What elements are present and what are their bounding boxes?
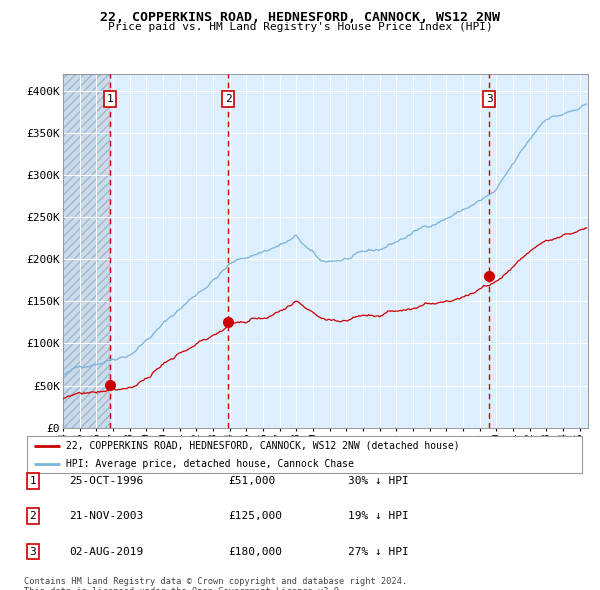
Text: 2: 2 [29,512,37,521]
Bar [63,74,110,428]
Text: 1: 1 [107,94,113,104]
Text: HPI: Average price, detached house, Cannock Chase: HPI: Average price, detached house, Cann… [66,459,354,469]
Text: 2: 2 [225,94,232,104]
Text: Contains HM Land Registry data © Crown copyright and database right 2024.
This d: Contains HM Land Registry data © Crown c… [24,577,407,590]
Text: 1: 1 [29,476,37,486]
Text: 02-AUG-2019: 02-AUG-2019 [69,547,143,556]
Text: £125,000: £125,000 [228,512,282,521]
Text: 21-NOV-2003: 21-NOV-2003 [69,512,143,521]
Text: £180,000: £180,000 [228,547,282,556]
Text: Price paid vs. HM Land Registry's House Price Index (HPI): Price paid vs. HM Land Registry's House … [107,22,493,32]
Text: 27% ↓ HPI: 27% ↓ HPI [348,547,409,556]
Text: 3: 3 [486,94,493,104]
FancyBboxPatch shape [27,437,582,473]
Text: £51,000: £51,000 [228,476,275,486]
Text: 3: 3 [29,547,37,556]
Text: 19% ↓ HPI: 19% ↓ HPI [348,512,409,521]
Text: 25-OCT-1996: 25-OCT-1996 [69,476,143,486]
Text: 22, COPPERKINS ROAD, HEDNESFORD, CANNOCK, WS12 2NW: 22, COPPERKINS ROAD, HEDNESFORD, CANNOCK… [100,11,500,24]
Text: 30% ↓ HPI: 30% ↓ HPI [348,476,409,486]
Text: 22, COPPERKINS ROAD, HEDNESFORD, CANNOCK, WS12 2NW (detached house): 22, COPPERKINS ROAD, HEDNESFORD, CANNOCK… [66,441,460,451]
